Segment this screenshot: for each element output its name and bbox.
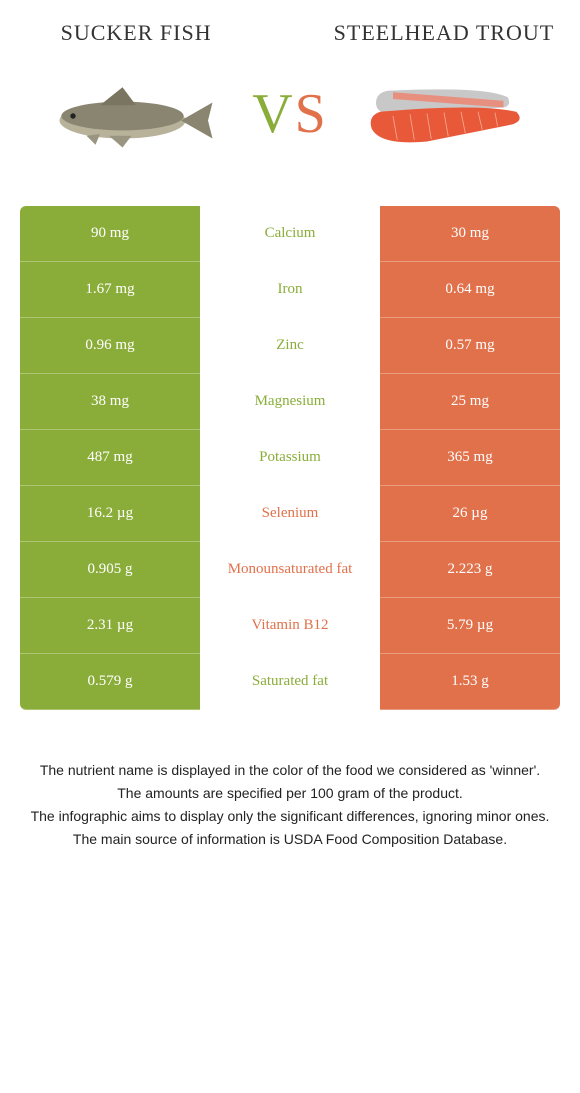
table-row: 0.96 mgZinc0.57 mg [20, 318, 560, 374]
nutrient-label: Calcium [200, 206, 380, 262]
table-row: 90 mgCalcium30 mg [20, 206, 560, 262]
right-value: 5.79 µg [380, 598, 560, 654]
vs-s: S [295, 83, 328, 145]
nutrient-label: Iron [200, 262, 380, 318]
table-row: 1.67 mgIron0.64 mg [20, 262, 560, 318]
footnote-line: The amounts are specified per 100 gram o… [30, 783, 550, 804]
table-row: 2.31 µgVitamin B125.79 µg [20, 598, 560, 654]
comparison-header: Sucker Fish VS Steelhead trout [20, 20, 560, 166]
right-value: 365 mg [380, 430, 560, 486]
right-value: 26 µg [380, 486, 560, 542]
left-value: 90 mg [20, 206, 200, 262]
table-row: 38 mgMagnesium25 mg [20, 374, 560, 430]
left-value: 0.905 g [20, 542, 200, 598]
footnote-line: The nutrient name is displayed in the co… [30, 760, 550, 781]
left-value: 487 mg [20, 430, 200, 486]
left-food-column: Sucker Fish [20, 20, 252, 166]
nutrient-table: 90 mgCalcium30 mg1.67 mgIron0.64 mg0.96 … [20, 206, 560, 710]
sucker-fish-icon [46, 71, 226, 161]
left-value: 38 mg [20, 374, 200, 430]
table-row: 487 mgPotassium365 mg [20, 430, 560, 486]
nutrient-label: Potassium [200, 430, 380, 486]
vs-label: VS [252, 82, 328, 146]
nutrient-label: Saturated fat [200, 654, 380, 710]
footnote-line: The main source of information is USDA F… [30, 829, 550, 850]
nutrient-label: Vitamin B12 [200, 598, 380, 654]
right-food-title: Steelhead trout [328, 20, 560, 46]
footnote-line: The infographic aims to display only the… [30, 806, 550, 827]
left-value: 1.67 mg [20, 262, 200, 318]
left-food-image [20, 66, 252, 166]
left-value: 0.579 g [20, 654, 200, 710]
right-value: 0.64 mg [380, 262, 560, 318]
right-value: 2.223 g [380, 542, 560, 598]
right-value: 30 mg [380, 206, 560, 262]
left-value: 0.96 mg [20, 318, 200, 374]
left-food-title: Sucker Fish [20, 20, 252, 46]
nutrient-label: Monounsaturated fat [200, 542, 380, 598]
table-row: 16.2 µgSelenium26 µg [20, 486, 560, 542]
right-value: 25 mg [380, 374, 560, 430]
table-row: 0.905 gMonounsaturated fat2.223 g [20, 542, 560, 598]
left-value: 2.31 µg [20, 598, 200, 654]
nutrient-label: Selenium [200, 486, 380, 542]
left-value: 16.2 µg [20, 486, 200, 542]
right-value: 1.53 g [380, 654, 560, 710]
right-food-image [328, 66, 560, 166]
footnotes: The nutrient name is displayed in the co… [20, 760, 560, 850]
right-food-column: Steelhead trout [328, 20, 560, 166]
nutrient-label: Magnesium [200, 374, 380, 430]
right-value: 0.57 mg [380, 318, 560, 374]
table-row: 0.579 gSaturated fat1.53 g [20, 654, 560, 710]
steelhead-trout-icon [359, 71, 529, 161]
vs-v: V [252, 83, 294, 145]
nutrient-label: Zinc [200, 318, 380, 374]
